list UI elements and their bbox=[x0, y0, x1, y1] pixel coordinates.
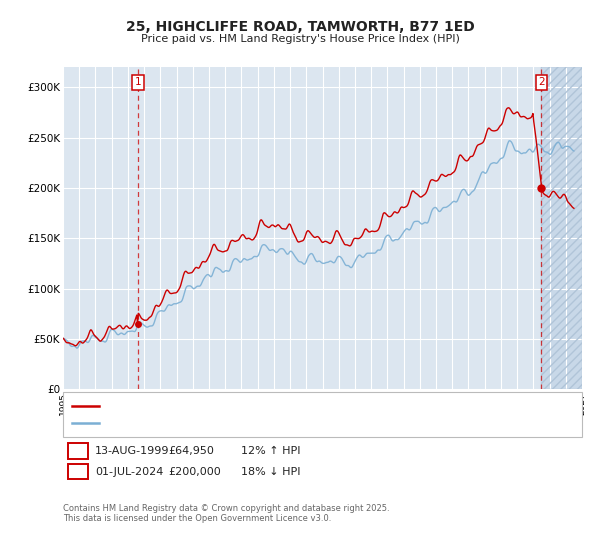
Text: 13-AUG-1999: 13-AUG-1999 bbox=[95, 446, 169, 456]
Text: Contains HM Land Registry data © Crown copyright and database right 2025.
This d: Contains HM Land Registry data © Crown c… bbox=[63, 504, 389, 524]
Text: 1: 1 bbox=[74, 444, 82, 458]
Text: Price paid vs. HM Land Registry's House Price Index (HPI): Price paid vs. HM Land Registry's House … bbox=[140, 34, 460, 44]
Text: 2: 2 bbox=[74, 465, 82, 478]
Text: 25, HIGHCLIFFE ROAD, TAMWORTH, B77 1ED: 25, HIGHCLIFFE ROAD, TAMWORTH, B77 1ED bbox=[125, 20, 475, 34]
Text: HPI: Average price, semi-detached house, Tamworth: HPI: Average price, semi-detached house,… bbox=[105, 418, 365, 428]
Bar bbox=[541, 67, 582, 389]
Text: 12% ↑ HPI: 12% ↑ HPI bbox=[241, 446, 300, 456]
Text: 01-JUL-2024: 01-JUL-2024 bbox=[95, 466, 163, 477]
Text: 25, HIGHCLIFFE ROAD, TAMWORTH, B77 1ED (semi-detached house): 25, HIGHCLIFFE ROAD, TAMWORTH, B77 1ED (… bbox=[105, 401, 447, 411]
Text: £200,000: £200,000 bbox=[169, 466, 221, 477]
Text: 1: 1 bbox=[134, 77, 141, 87]
Text: 2: 2 bbox=[538, 77, 545, 87]
Text: £64,950: £64,950 bbox=[169, 446, 214, 456]
Text: 18% ↓ HPI: 18% ↓ HPI bbox=[241, 466, 300, 477]
Bar bbox=[541, 67, 582, 389]
